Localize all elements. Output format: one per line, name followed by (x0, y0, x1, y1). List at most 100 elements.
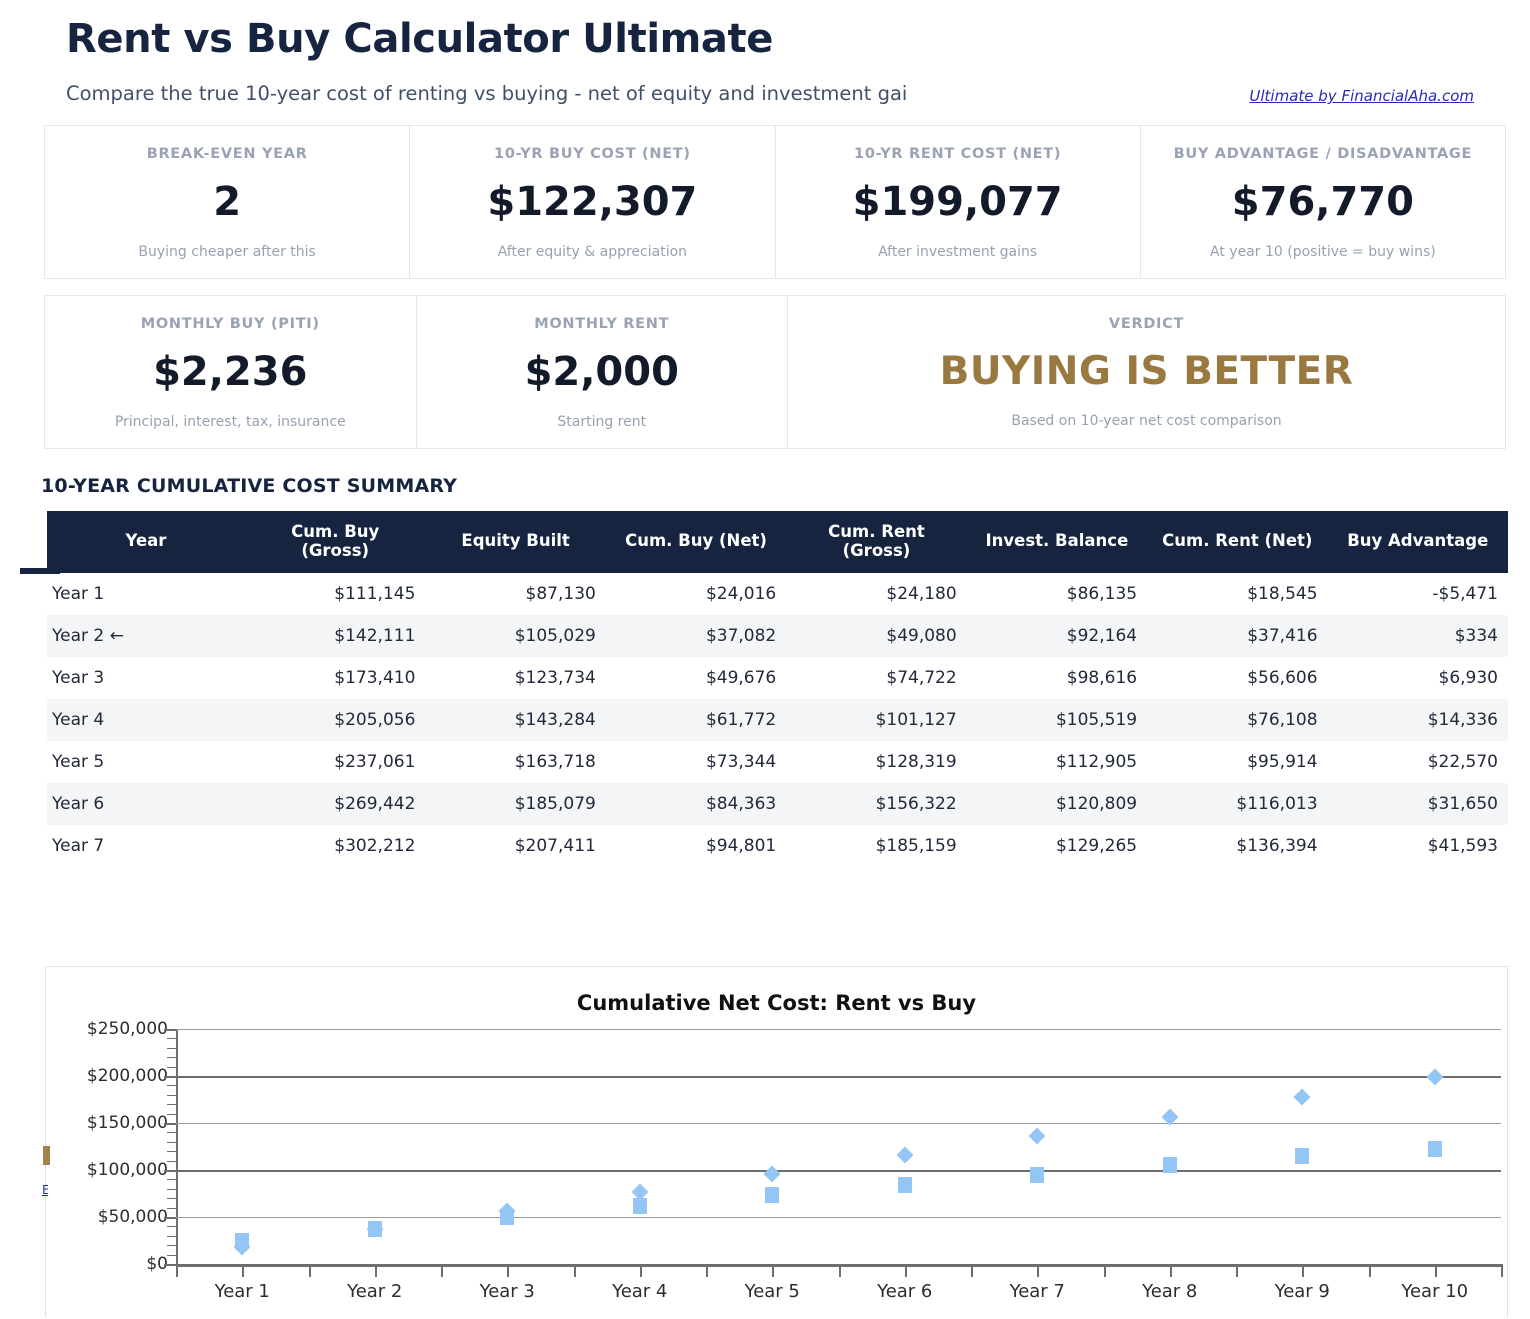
chart-x-tick (441, 1264, 443, 1277)
chart-y-tick (164, 1029, 176, 1031)
kpi-card-monthly-rent: MONTHLY RENT $2,000 Starting rent (417, 296, 788, 448)
chart-gridline (176, 1123, 1501, 1124)
cell-rent-net: $136,394 (1236, 835, 1318, 856)
col-header-buy-advantage[interactable]: Buy Advantage (1327, 511, 1508, 573)
chart-y-tick (167, 1226, 176, 1228)
chart-y-tick-label: $150,000 (86, 1113, 168, 1133)
kpi-value: $122,307 (487, 179, 698, 225)
clipped-fragment-link: E (42, 1183, 48, 1197)
chart-y-tick (167, 1085, 176, 1087)
cell-rent-gross: $101,127 (875, 709, 957, 730)
chart-gridline (176, 1170, 1501, 1172)
chart-data-point (1162, 1156, 1177, 1173)
chart-y-tick-label: $250,000 (86, 1019, 168, 1039)
chart-x-tick (1169, 1264, 1172, 1277)
cell-equity: $105,029 (514, 625, 596, 646)
chart-x-tick (639, 1264, 642, 1277)
chart-x-tick (374, 1264, 377, 1277)
table-row[interactable]: Year 2 ← $142,111 $105,029 $37,082 $49,080 $9… (47, 614, 1508, 657)
col-header-cum-buy-gross[interactable]: Cum. Buy (Gross) (245, 511, 426, 573)
cell-rent-gross: $24,180 (886, 583, 957, 604)
chart-y-tick (167, 1132, 176, 1134)
cell-invest: $105,519 (1055, 709, 1138, 730)
chart-x-tick (1368, 1264, 1371, 1277)
table-row[interactable]: Year 5 $237,061 $163,718 $73,344 $128,319 $11… (47, 741, 1508, 783)
table-row[interactable]: Year 1 $111,145 $87,130 $24,016 $24,180 $86,1… (47, 573, 1508, 615)
chart-y-tick-label: $0 (146, 1254, 168, 1274)
chart-x-tick-label: Year 1 (214, 1281, 270, 1302)
chart-data-point (1295, 1147, 1310, 1164)
kpi-card-break-even-year: BREAK-EVEN YEAR 2 Buying cheaper after t… (45, 126, 411, 278)
col-header-equity-built[interactable]: Equity Built (425, 511, 606, 573)
chart-x-tick-label: Year 9 (1274, 1281, 1330, 1302)
kpi-label: MONTHLY RENT (534, 316, 670, 332)
col-header-year[interactable]: Year (47, 511, 245, 573)
cell-invest: $112,905 (1055, 751, 1138, 772)
chart-x-tick-label: Year 8 (1142, 1281, 1198, 1302)
chart-title: Cumulative Net Cost: Rent vs Buy (576, 991, 977, 1015)
chart-y-tick (167, 1207, 176, 1209)
chart-x-tick (507, 1264, 510, 1277)
chart-y-tick (164, 1123, 176, 1125)
chart-y-axis-labels: $0 $50,000 $100,000 $150,000 $200,000 $250,00… (46, 1019, 168, 1274)
chart-x-tick-label: Year 3 (479, 1281, 535, 1302)
cell-rent-gross: $185,159 (875, 835, 957, 856)
kpi-label: VERDICT (1108, 316, 1185, 332)
chart-y-tick (167, 1066, 176, 1068)
chart-y-tick (167, 1141, 176, 1143)
kpi-card-10yr-buy-cost-net: 10-YR BUY COST (NET) $122,307 After equi… (410, 126, 776, 278)
chart-data-point (897, 1176, 912, 1193)
kpi-value: $2,000 (524, 349, 679, 395)
chart-y-tick (167, 1188, 176, 1190)
cell-invest: $98,616 (1066, 667, 1138, 688)
col-header-cum-buy-net[interactable]: Cum. Buy (Net) (605, 511, 787, 573)
kpi-card-10yr-rent-cost-net: 10-YR RENT COST (NET) $199,077 After inv… (776, 126, 1141, 278)
table-head: Year Cum. Buy (Gross) Equity Built Cum. … (47, 511, 1508, 573)
kpi-card-buy-advantage: BUY ADVANTAGE / DISADVANTAGE $76,770 At … (1141, 126, 1505, 278)
kpi-value: 2 (213, 179, 242, 225)
cell-year: Year 7 (52, 835, 105, 856)
cell-rent-net: $56,606 (1247, 667, 1318, 688)
kpi-card-monthly-buy-piti: MONTHLY BUY (PITI) $2,236 Principal, int… (45, 296, 417, 448)
col-header-cum-rent-gross[interactable]: Cum. Rent (Gross) (786, 511, 967, 573)
col-header-cum-rent-net[interactable]: Cum. Rent (Net) (1147, 511, 1328, 573)
cell-buy-gross: $269,442 (334, 793, 416, 814)
cell-buy-advantage: -$5,471 (1432, 583, 1498, 604)
kpi-label: BREAK-EVEN YEAR (146, 146, 308, 162)
table-row[interactable]: Year 3 $173,410 $123,734 $49,676 $74,722 $98,… (47, 657, 1508, 699)
kpi-note: After equity & appreciation (497, 244, 688, 260)
chart-data-point (1427, 1141, 1442, 1158)
cell-year: Year 4 (52, 709, 105, 730)
brand-link[interactable]: Ultimate by FinancialAha.com (1249, 87, 1474, 105)
cell-buy-net: $73,344 (705, 751, 777, 772)
table-row[interactable]: Year 7 $302,212 $207,411 $94,801 $185,159 $12… (47, 825, 1508, 867)
chart-y-tick-label: $200,000 (86, 1066, 168, 1086)
chart-y-tick (167, 1245, 176, 1247)
cell-buy-advantage: $14,336 (1427, 709, 1498, 730)
col-header-invest-balance[interactable]: Invest. Balance (966, 511, 1148, 573)
page-header: Rent vs Buy Calculator Ultimate Compare … (0, 0, 1530, 105)
cell-buy-gross: $173,410 (334, 667, 416, 688)
cell-equity: $163,718 (514, 751, 596, 772)
cell-rent-net: $95,914 (1247, 751, 1318, 772)
table-section-title: 10-YEAR CUMULATIVE COST SUMMARY (41, 475, 458, 497)
chart-x-tick (1037, 1264, 1040, 1277)
kpi-value: $76,770 (1231, 179, 1414, 225)
chart-y-tick-label: $50,000 (97, 1207, 168, 1227)
cell-equity: $185,079 (514, 793, 596, 814)
chart-y-tick (167, 1038, 176, 1040)
chart-x-tick (1236, 1264, 1238, 1277)
chart-y-tick (164, 1170, 176, 1172)
chart-x-tick-label: Year 7 (1009, 1281, 1065, 1302)
chart-data-point (1426, 1068, 1444, 1086)
verdict-value: BUYING IS BETTER (939, 349, 1354, 394)
page-subtitle: Compare the true 10-year cost of renting… (66, 82, 908, 105)
chart-y-tick (167, 1047, 176, 1049)
cell-invest: $120,809 (1055, 793, 1138, 814)
table-row[interactable]: Year 6 $269,442 $185,079 $84,363 $156,322 $12… (47, 782, 1508, 825)
table-row[interactable]: Year 4 $205,056 $143,284 $61,772 $101,127 $10… (47, 698, 1508, 741)
kpi-label: BUY ADVANTAGE / DISADVANTAGE (1173, 146, 1473, 162)
chart-y-tick (167, 1235, 176, 1237)
cell-buy-net: $24,016 (705, 583, 777, 604)
kpi-note: Buying cheaper after this (138, 244, 316, 260)
